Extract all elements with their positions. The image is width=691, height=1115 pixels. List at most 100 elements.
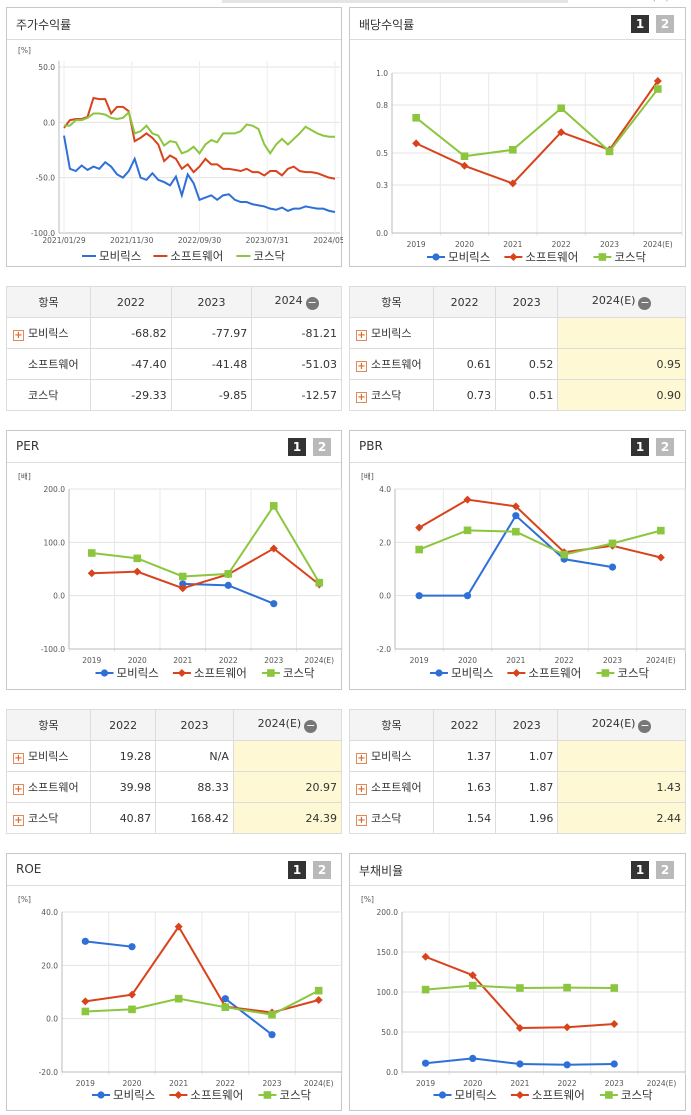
data-point — [100, 669, 109, 677]
series-mobilix — [81, 937, 276, 1039]
legend-label: 소프트웨어 — [194, 666, 247, 680]
page-2-button[interactable]: 2 — [656, 861, 674, 879]
row-label[interactable]: + 소프트웨어 — [6, 771, 91, 803]
panel-stock-return: 주가수익률 [%] 50.0 0.0 -50.0 -100.0 2021/01/29 202… — [6, 7, 343, 267]
table-cell: 24.39 — [232, 802, 343, 834]
legend-item-kosdaq: 코스닥 — [236, 249, 286, 263]
page-2-button[interactable]: 2 — [313, 861, 331, 879]
series-line — [415, 88, 659, 158]
expand-icon[interactable]: + — [356, 784, 367, 795]
page-2-button[interactable]: 2 — [656, 438, 674, 456]
expand-icon[interactable]: + — [13, 784, 24, 795]
x-tick-label: 2022 — [219, 656, 238, 665]
page-1-button[interactable]: 1 — [288, 438, 306, 456]
x-tick-label: 2022 — [216, 1079, 235, 1088]
page-1-button[interactable]: 1 — [631, 15, 649, 33]
table-header-item: 항목 — [349, 286, 434, 318]
table-row: + 코스닥 1.54 1.96 2.44 — [349, 802, 686, 834]
panel-title: PBR — [359, 439, 383, 453]
unit-label: [%] — [18, 46, 31, 55]
data-point — [460, 152, 469, 160]
table-cell: -77.97 — [170, 317, 253, 349]
expand-icon[interactable]: + — [356, 361, 367, 372]
row-label[interactable]: + 모비릭스 — [6, 740, 91, 772]
row-label[interactable]: + 코스닥 — [349, 379, 434, 411]
collapse-icon[interactable]: − — [304, 719, 318, 733]
table-header-year: 2024(E) − — [557, 709, 686, 741]
x-tick-label: 2021/01/29 — [42, 236, 85, 245]
data-point — [81, 937, 89, 945]
expand-icon[interactable]: + — [13, 815, 24, 826]
table-cell: 40.87 — [89, 802, 157, 834]
table-row: 소프트웨어 -47.40 -41.48 -51.03 — [6, 348, 342, 380]
row-name: 소프트웨어 — [28, 358, 79, 371]
row-name: 모비릭스 — [28, 750, 69, 763]
data-point — [512, 512, 520, 520]
page-2-button[interactable]: 2 — [313, 438, 331, 456]
row-label[interactable]: + 소프트웨어 — [349, 771, 434, 803]
series-line — [415, 80, 659, 185]
y-tick-label: 0.3 — [376, 181, 388, 190]
expand-icon[interactable]: + — [356, 815, 367, 826]
y-tick-label: 4.0 — [379, 485, 391, 494]
expand-icon[interactable]: + — [356, 392, 367, 403]
data-point — [314, 996, 323, 1004]
row-name: 소프트웨어 — [371, 358, 422, 371]
legend-item-mobilix: 모비릭스 — [427, 250, 490, 264]
header-label: 항목 — [38, 296, 59, 309]
expand-icon[interactable]: + — [13, 330, 24, 341]
legend-label: 코스닥 — [617, 666, 649, 680]
expand-icon[interactable]: + — [13, 753, 24, 764]
table-header-year: 2024(E) − — [232, 709, 343, 741]
header-label: 2024(E) — [257, 717, 302, 730]
data-point — [128, 1005, 136, 1014]
table-row: + 소프트웨어 39.98 88.33 20.97 — [6, 771, 343, 803]
data-point — [221, 1003, 230, 1011]
y-tick-label: 0.0 — [376, 229, 388, 238]
collapse-icon[interactable]: − — [638, 296, 652, 310]
y-tick-label: 40.0 — [41, 908, 58, 917]
data-point — [468, 971, 477, 980]
row-label[interactable]: + 모비릭스 — [349, 740, 434, 772]
legend-item-software: 소프트웨어 — [172, 666, 247, 680]
page-2-button[interactable]: 2 — [656, 15, 674, 33]
data-point — [421, 952, 430, 961]
data-point — [515, 1091, 524, 1099]
x-tick-label: 2023 — [262, 1079, 281, 1088]
data-point — [438, 1091, 447, 1099]
table-cell: 1.96 — [495, 802, 559, 834]
page-1-button[interactable]: 1 — [631, 438, 649, 456]
row-label[interactable]: + 소프트웨어 — [349, 348, 434, 380]
data-point — [178, 584, 187, 593]
data-point — [512, 527, 520, 536]
table-cell: 39.98 — [89, 771, 157, 803]
legend-label: 코스닥 — [283, 666, 315, 680]
row-label[interactable]: + 코스닥 — [349, 802, 434, 834]
row-label[interactable]: + 모비릭스 — [6, 317, 91, 349]
y-tick-label: -100.0 — [41, 645, 65, 654]
row-label[interactable]: + 코스닥 — [6, 802, 91, 834]
row-label[interactable]: + 모비릭스 — [349, 317, 434, 349]
expand-icon[interactable]: + — [356, 753, 367, 764]
table-cell: 168.42 — [155, 802, 234, 834]
row-name: 모비릭스 — [371, 750, 412, 763]
unit-label: [%] — [18, 895, 31, 904]
data-point — [412, 139, 421, 148]
page-1-button[interactable]: 1 — [631, 861, 649, 879]
expand-icon[interactable]: + — [356, 330, 367, 341]
panel-title: 부채비율 — [359, 864, 404, 878]
data-point — [654, 85, 662, 93]
table-header-year: 2023 — [170, 286, 253, 318]
data-point — [97, 1091, 105, 1099]
page-1-button[interactable]: 1 — [288, 861, 306, 879]
y-tick-label: 0.0 — [379, 592, 391, 601]
data-point — [421, 985, 430, 994]
panel-title: PER — [16, 439, 40, 453]
y-tick-label: -100.0 — [31, 229, 55, 238]
x-tick-label: 2019 — [410, 656, 429, 665]
table-cell: -47.40 — [90, 348, 172, 380]
collapse-icon[interactable]: − — [305, 296, 319, 310]
collapse-icon[interactable]: − — [638, 719, 652, 733]
data-point — [267, 669, 275, 677]
legend-label: 모비릭스 — [455, 1088, 497, 1102]
